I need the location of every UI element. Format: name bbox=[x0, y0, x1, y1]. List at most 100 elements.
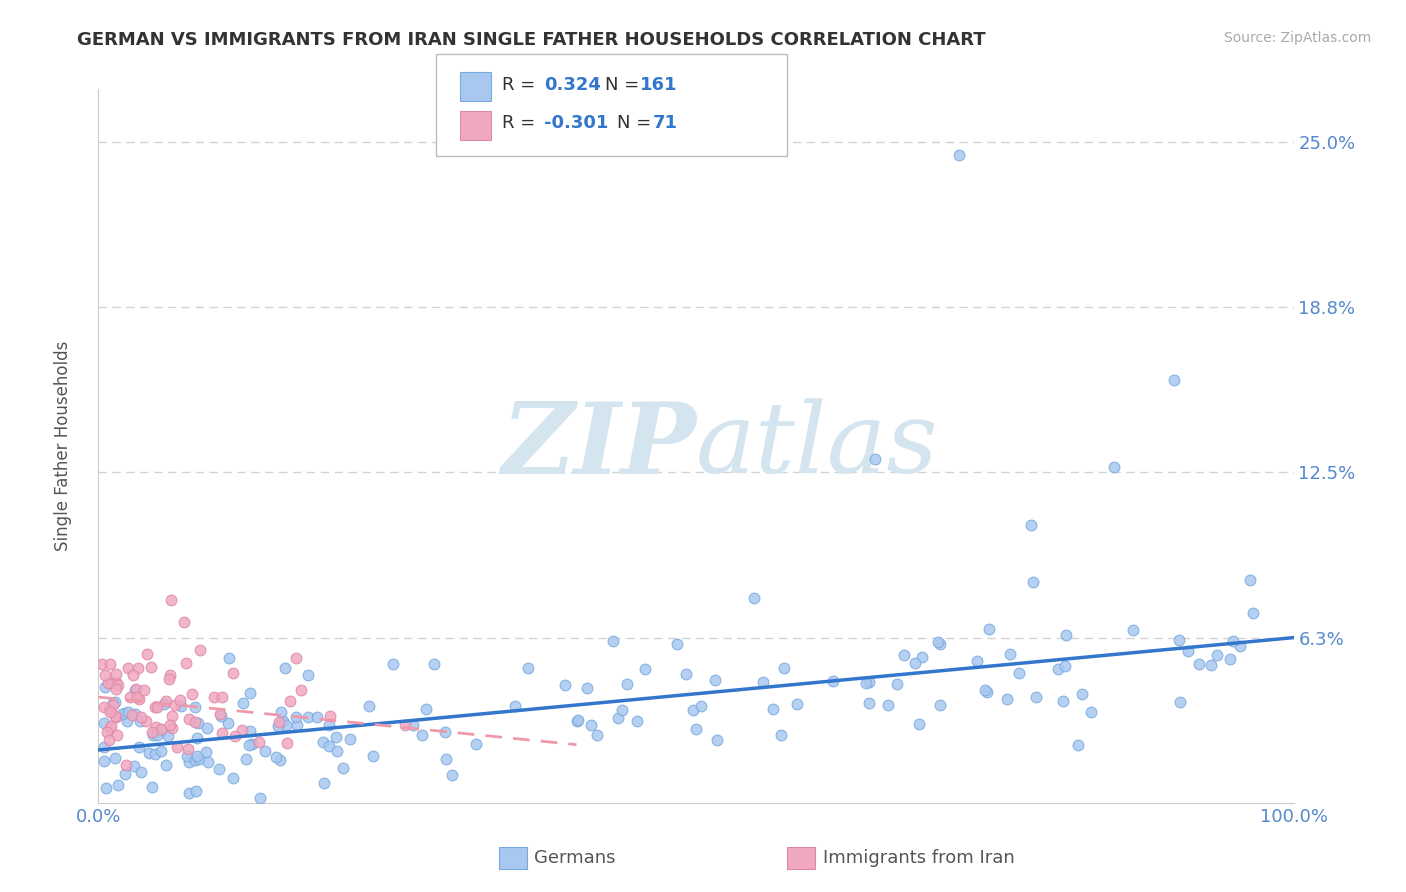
Point bbox=[232, 696, 254, 710]
Point bbox=[877, 698, 900, 713]
Point bbox=[93, 680, 115, 694]
Point bbox=[305, 709, 328, 723]
Point bbox=[325, 744, 347, 758]
Point bbox=[125, 690, 148, 705]
Point bbox=[160, 709, 183, 723]
Point bbox=[146, 699, 169, 714]
Point bbox=[98, 721, 121, 735]
Point bbox=[465, 737, 488, 751]
Point bbox=[1188, 657, 1211, 672]
Point bbox=[616, 677, 638, 691]
Point bbox=[858, 674, 880, 689]
Point bbox=[238, 738, 260, 752]
Point bbox=[202, 690, 225, 704]
Point bbox=[411, 728, 433, 742]
Point bbox=[239, 723, 262, 738]
Point bbox=[177, 741, 200, 756]
Point bbox=[278, 694, 301, 708]
Point bbox=[107, 678, 129, 692]
Point bbox=[235, 752, 257, 766]
Point bbox=[606, 711, 628, 725]
Point bbox=[231, 723, 253, 737]
Point bbox=[1177, 644, 1199, 658]
Point bbox=[769, 728, 792, 742]
Point bbox=[118, 690, 141, 705]
Point bbox=[104, 682, 127, 697]
Point bbox=[359, 698, 381, 713]
Point bbox=[142, 728, 165, 742]
Point bbox=[297, 710, 319, 724]
Point bbox=[211, 690, 233, 705]
Point bbox=[176, 749, 198, 764]
Point bbox=[222, 666, 245, 681]
Point bbox=[1241, 606, 1264, 620]
Point bbox=[91, 657, 114, 672]
Point bbox=[122, 668, 145, 682]
Point bbox=[703, 673, 725, 688]
Point bbox=[267, 714, 290, 729]
Point bbox=[184, 714, 207, 729]
Point bbox=[149, 723, 172, 737]
Point bbox=[1019, 518, 1042, 533]
Point bbox=[1000, 647, 1022, 661]
Text: 71: 71 bbox=[652, 114, 678, 132]
Point bbox=[159, 717, 181, 731]
Point bbox=[855, 675, 877, 690]
Text: Source: ZipAtlas.com: Source: ZipAtlas.com bbox=[1223, 31, 1371, 45]
Point bbox=[269, 753, 291, 767]
Point bbox=[100, 676, 122, 690]
Point bbox=[194, 745, 217, 759]
Point bbox=[143, 747, 166, 761]
Point bbox=[685, 722, 707, 736]
Point bbox=[125, 681, 148, 696]
Point bbox=[1163, 373, 1185, 387]
Point bbox=[249, 790, 271, 805]
Point bbox=[1122, 623, 1144, 637]
Point bbox=[170, 698, 193, 713]
Point bbox=[752, 674, 775, 689]
Point bbox=[173, 615, 195, 629]
Point bbox=[267, 719, 290, 733]
Point bbox=[187, 715, 209, 730]
Point bbox=[117, 660, 139, 674]
Text: R =: R = bbox=[502, 114, 541, 132]
Point bbox=[1239, 573, 1261, 587]
Point bbox=[974, 683, 997, 698]
Point bbox=[402, 718, 425, 732]
Point bbox=[1071, 687, 1094, 701]
Point bbox=[211, 726, 233, 740]
Point bbox=[382, 657, 405, 671]
Point bbox=[135, 647, 157, 661]
Point bbox=[274, 660, 297, 674]
Point bbox=[1229, 639, 1251, 653]
Point bbox=[576, 681, 599, 696]
Point bbox=[682, 703, 704, 717]
Point bbox=[744, 591, 766, 605]
Point bbox=[184, 754, 207, 768]
Point bbox=[209, 709, 232, 723]
Point bbox=[706, 733, 728, 747]
Point bbox=[929, 698, 952, 713]
Point bbox=[141, 780, 163, 794]
Text: N =: N = bbox=[617, 114, 657, 132]
Point bbox=[184, 700, 207, 714]
Point bbox=[150, 744, 173, 758]
Point bbox=[101, 698, 124, 713]
Point bbox=[124, 683, 146, 698]
Point bbox=[1052, 694, 1074, 708]
Point bbox=[314, 775, 336, 789]
Point bbox=[284, 651, 307, 665]
Point bbox=[274, 718, 297, 732]
Point bbox=[104, 709, 127, 723]
Point bbox=[197, 756, 219, 770]
Point bbox=[129, 710, 152, 724]
Point bbox=[626, 714, 648, 728]
Point bbox=[122, 759, 145, 773]
Point bbox=[1170, 695, 1192, 709]
Point bbox=[332, 761, 354, 775]
Point bbox=[138, 746, 160, 760]
Point bbox=[339, 731, 361, 746]
Point bbox=[290, 683, 312, 698]
Point bbox=[865, 452, 887, 467]
Point bbox=[666, 637, 689, 651]
